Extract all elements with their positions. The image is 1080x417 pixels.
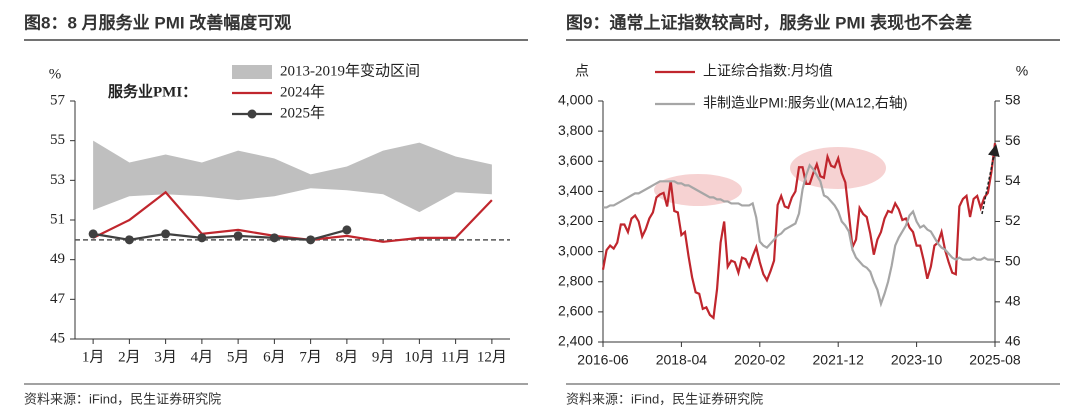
legend-label: 非制造业PMI:服务业(MA12,右轴) (703, 95, 908, 111)
series-line (92, 228, 348, 241)
legend-label: 2024年 (280, 83, 325, 100)
y-tick-label: 4,000 (558, 92, 593, 108)
point (306, 235, 316, 245)
range-band (93, 140, 492, 213)
highlight (790, 147, 886, 189)
y2-axis-label: % (1016, 63, 1028, 79)
x-tick-label: 2021-12 (813, 352, 865, 368)
x-tick-label: 2023-10 (891, 352, 943, 368)
y-tick-label: 2,600 (558, 303, 593, 319)
legend-swatch (232, 65, 272, 79)
y-tick-label: 3,400 (558, 182, 593, 198)
chart-title: 图8：8 月服务业 PMI 改善幅度可观 (24, 12, 291, 32)
trend-arrow (981, 144, 1000, 215)
x-tick-label: 2月 (118, 349, 141, 365)
y-axis-label: % (49, 66, 62, 82)
y-tick-label: 49 (50, 251, 65, 267)
y-tick-label: 55 (50, 132, 65, 148)
x-tick-label: 7月 (299, 349, 322, 365)
y-tick-label: 51 (50, 211, 65, 227)
point (342, 225, 352, 235)
y-tick-label: 2,800 (558, 272, 593, 288)
source: 资料来源：iFind，民生证券研究院 (566, 391, 763, 406)
y-tick-label: 57 (50, 92, 66, 108)
y-tick-label: 3,600 (558, 152, 593, 168)
y2-tick-label: 56 (1005, 132, 1021, 148)
x-tick-label: 11月 (441, 349, 470, 365)
legend-title: 服务业PMI： (108, 82, 197, 100)
x-tick-label: 2018-04 (656, 352, 708, 368)
chart-title: 图9：通常上证指数较高时，服务业 PMI 表现也不会差 (566, 12, 972, 32)
x-tick-label: 1月 (82, 349, 105, 365)
y2-tick-label: 54 (1005, 172, 1021, 188)
series-line (603, 163, 995, 308)
x-tick-label: 2025-08 (969, 352, 1021, 368)
y2-tick-label: 50 (1005, 252, 1021, 268)
x-tick-label: 5月 (227, 349, 250, 365)
legend-label: 2013-2019年变动区间 (280, 62, 420, 79)
y-tick-label: 53 (50, 172, 65, 188)
x-tick-label: 2016-06 (577, 352, 629, 368)
y-tick-label: 3,000 (558, 242, 593, 258)
point (269, 233, 279, 243)
x-tick-label: 8月 (336, 349, 359, 365)
x-tick-label: 12月 (477, 349, 507, 365)
y2-tick-label: 58 (1005, 92, 1021, 108)
y2-tick-label: 52 (1005, 212, 1021, 228)
y-tick-label: 47 (50, 291, 66, 307)
x-tick-label: 3月 (154, 349, 177, 365)
point (124, 235, 134, 245)
legend-label: 上证综合指数:月均值 (703, 63, 833, 79)
x-tick-label: 2020-02 (734, 352, 786, 368)
y-tick-label: 45 (50, 330, 65, 346)
y-tick-label: 3,800 (558, 122, 593, 138)
y-tick-label: 2,400 (558, 333, 593, 349)
source: 资料来源：iFind，民生证券研究院 (24, 391, 221, 406)
series-line (601, 143, 997, 321)
y-tick-label: 3,200 (558, 212, 593, 228)
point (88, 229, 98, 239)
x-tick-label: 4月 (191, 349, 214, 365)
point (233, 231, 243, 241)
legend-marker (247, 109, 257, 119)
x-tick-label: 9月 (372, 349, 395, 365)
x-tick-label: 10月 (404, 349, 434, 365)
legend-label: 2025年 (280, 104, 325, 121)
point (197, 233, 207, 243)
x-tick-label: 6月 (263, 349, 286, 365)
point (161, 229, 171, 239)
y2-tick-label: 46 (1005, 333, 1021, 349)
y-axis-label: 点 (575, 63, 589, 79)
y2-tick-label: 48 (1005, 293, 1021, 309)
